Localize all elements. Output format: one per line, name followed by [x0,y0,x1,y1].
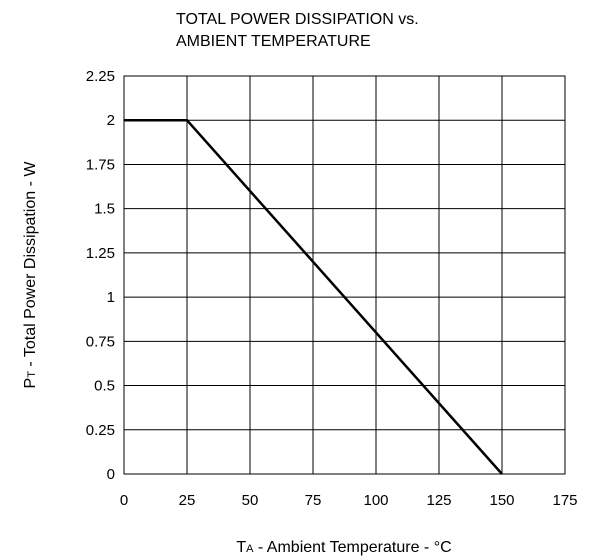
y-tick-label: 1.25 [86,245,115,262]
x-tick-label: 150 [489,492,514,509]
y-axis-label-symbol: P [22,378,39,389]
y-tick-label: 0.5 [94,378,115,395]
power-derating-line [124,118,503,475]
x-tick-label: 100 [363,492,388,509]
x-tick-label: 125 [426,492,451,509]
x-axis-ticks: 0 25 50 75 100 125 150 175 [120,492,578,509]
y-tick-label: 1 [107,289,115,306]
y-tick-label: 0.75 [86,333,115,350]
x-axis-label: TA - Ambient Temperature - °C [236,539,451,556]
y-tick-label: 1.75 [86,156,115,173]
chart-title-line-2: AMBIENT TEMPERATURE [176,33,371,50]
x-tick-label: 75 [305,492,322,509]
x-tick-label: 50 [242,492,259,509]
chart-title-line-1: TOTAL POWER DISSIPATION vs. [176,11,419,28]
y-axis-label: PT - Total Power Dissipation - W [22,161,39,389]
x-tick-label: 0 [120,492,128,509]
y-tick-label: 1.5 [94,201,115,218]
y-tick-label: 2 [107,112,115,129]
x-axis-label-subscript: A [246,543,254,555]
y-tick-label: 2.25 [86,68,115,85]
grid-lines [123,75,566,475]
x-axis-label-symbol: T [236,539,246,556]
x-tick-label: 25 [179,492,196,509]
y-tick-label: 0 [107,466,115,483]
y-axis-label-text: - Total Power Dissipation - W [22,161,39,371]
y-axis-label-subscript: T [26,371,38,378]
y-tick-label: 0.25 [86,422,115,439]
y-axis-ticks: 0 0.25 0.5 0.75 1 1.25 1.5 1.75 2 2.25 [86,68,115,483]
plot-frame [123,75,566,475]
x-axis-label-text: - Ambient Temperature - °C [253,539,451,556]
x-tick-label: 175 [552,492,577,509]
